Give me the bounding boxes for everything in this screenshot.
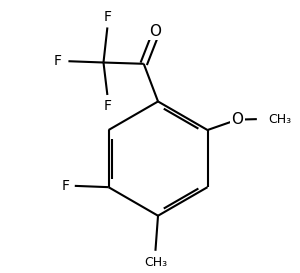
Text: F: F: [54, 54, 62, 68]
Text: CH₃: CH₃: [268, 113, 292, 126]
Text: CH₃: CH₃: [144, 256, 167, 269]
Text: F: F: [103, 99, 111, 113]
Text: O: O: [231, 112, 243, 127]
Text: F: F: [61, 179, 70, 193]
Text: O: O: [149, 24, 161, 39]
Text: F: F: [103, 10, 111, 23]
